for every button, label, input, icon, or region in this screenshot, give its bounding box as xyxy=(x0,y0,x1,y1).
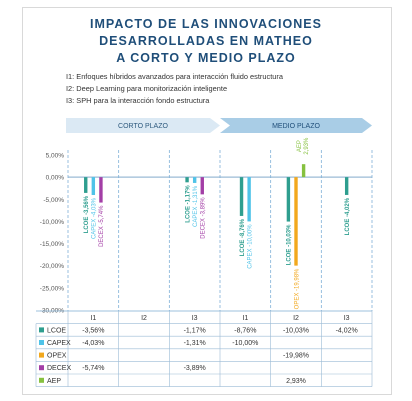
legend-label-decex: DECEX xyxy=(47,365,71,372)
bar-series-label: AEP xyxy=(297,140,303,152)
table-cell-value: -5,74% xyxy=(82,365,104,372)
bar-aep xyxy=(301,164,306,178)
bar-value-label: LCOE -4,02% xyxy=(345,197,351,235)
bar-lcoe xyxy=(286,177,291,222)
bar-decex xyxy=(99,177,103,203)
bar-value-label: OPEX -19,98% xyxy=(294,268,300,309)
bar-lcoe xyxy=(185,177,189,183)
table-category-i1: I1 xyxy=(90,315,96,322)
legend-swatch-lcoe xyxy=(39,327,44,333)
table-cell-value: -3,56% xyxy=(82,327,104,334)
bar-opex xyxy=(294,177,298,266)
table-category-i2: I2 xyxy=(141,315,147,322)
bar-capex xyxy=(192,177,197,183)
bar-lcoe xyxy=(84,177,88,193)
table-cell-value: -1,31% xyxy=(184,340,206,347)
table-category-i2: I2 xyxy=(293,315,299,322)
y-tick-label: -25,00% xyxy=(40,285,64,292)
bar-value-label: 2,93% xyxy=(304,137,310,155)
bar-value-label: CAPEX -10,00% xyxy=(247,224,253,269)
innovation-i3: I3: SPH para la interacción fondo estruc… xyxy=(66,96,210,105)
table-category-i3: I3 xyxy=(192,315,198,322)
infographic-frame xyxy=(22,7,392,395)
period-label-2: MEDIO PLAZO xyxy=(272,123,320,130)
bar-capex xyxy=(247,177,251,222)
legend-swatch-capex xyxy=(39,340,44,345)
bar-lcoe xyxy=(239,177,244,216)
bar-value-label: CAPEX -4,03% xyxy=(92,197,98,239)
legend-swatch-decex xyxy=(39,365,44,371)
y-tick-label: 5,00% xyxy=(46,153,65,160)
table-category-i1: I1 xyxy=(242,315,248,322)
bar-value-label: DECEX -5,74% xyxy=(99,205,105,247)
chart-title-line-2: DESARROLLADAS EN MATHEO xyxy=(99,34,313,48)
bar-value-label: LCOE -3,56% xyxy=(84,195,90,233)
table-category-i3: I3 xyxy=(344,315,350,322)
table-cell-value: -19,98% xyxy=(283,353,309,360)
table-cell-value: -1,17% xyxy=(184,327,206,334)
period-arrow-1 xyxy=(66,118,220,133)
y-tick-label: -5,00% xyxy=(43,197,64,204)
table-cell-value: -10,03% xyxy=(283,327,309,334)
bar-decex xyxy=(200,177,204,195)
y-tick-label: -15,00% xyxy=(40,241,64,248)
legend-swatch-opex xyxy=(39,352,44,358)
bar-capex xyxy=(91,177,96,195)
bar-value-label: LCOE -8,76% xyxy=(240,218,246,256)
legend-label-aep: AEP xyxy=(47,378,61,385)
bar-value-label: DECEX -3,89% xyxy=(201,197,207,239)
legend-swatch-aep xyxy=(39,377,44,383)
table-cell-value: -4,03% xyxy=(82,340,104,347)
y-tick-label: -20,00% xyxy=(40,263,64,270)
table-cell-value: -8,76% xyxy=(234,327,256,334)
y-tick-label: -10,00% xyxy=(40,219,64,226)
chart-title-line-1: IMPACTO DE LAS INNOVACIONES xyxy=(90,17,322,31)
table-cell-value: -3,89% xyxy=(184,365,206,372)
bar-lcoe xyxy=(344,177,349,195)
chart-title-line-3: A CORTO Y MEDIO PLAZO xyxy=(116,51,296,65)
bar-value-label: LCOE -10,03% xyxy=(287,224,293,265)
period-label-1: CORTO PLAZO xyxy=(118,123,168,130)
table-cell-value: 2,93% xyxy=(286,378,306,385)
period-arrow-2 xyxy=(220,118,372,133)
y-tick-label: 0,00% xyxy=(46,175,65,182)
innovation-i2: I2: Deep Learning para monitorización in… xyxy=(66,84,228,93)
bar-value-label: LCOE -1,17% xyxy=(185,185,191,223)
bar-value-label: CAPEX -1,31% xyxy=(193,185,199,227)
legend-label-opex: OPEX xyxy=(47,353,67,360)
table-cell-value: -10,00% xyxy=(232,340,258,347)
innovation-i1: I1: Enfoques híbridos avanzados para int… xyxy=(66,72,283,81)
legend-label-capex: CAPEX xyxy=(47,340,71,347)
legend-label-lcoe: LCOE xyxy=(47,327,66,334)
table-cell-value: -4,02% xyxy=(336,327,358,334)
